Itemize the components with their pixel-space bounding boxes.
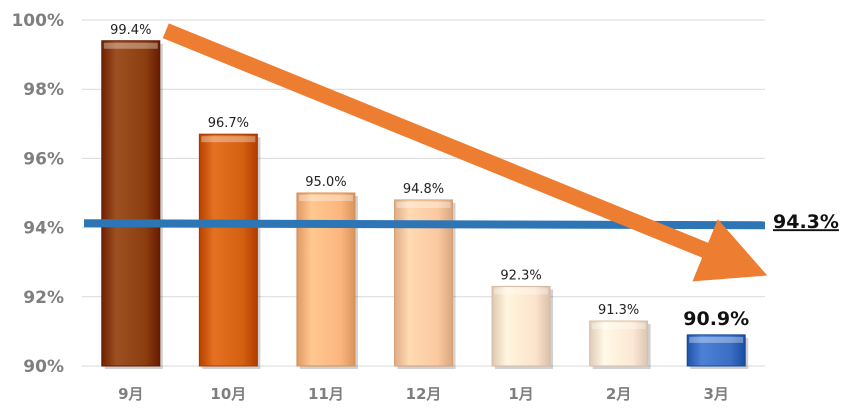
bar-highlight (396, 201, 451, 208)
data-label: 92.3% (500, 268, 541, 283)
data-label: 94.8% (403, 182, 444, 197)
bar (101, 40, 161, 367)
x-tick-label: 10月 (210, 385, 246, 403)
bar-highlight (494, 288, 549, 295)
y-tick-label: 94% (23, 219, 64, 239)
y-axis: 90% 92% 94% 96% 98% 100% (11, 11, 64, 377)
bars (101, 40, 749, 369)
trend-arrow-group (162, 23, 768, 282)
x-tick-label: 9月 (118, 385, 143, 403)
y-tick-label: 100% (11, 11, 64, 31)
x-tick-label: 3月 (703, 385, 728, 403)
reference-line-group: 94.3% (83, 211, 839, 233)
y-tick-label: 96% (23, 149, 64, 169)
y-tick-label: 90% (23, 357, 64, 377)
bar (589, 320, 649, 367)
data-label: 99.4% (110, 23, 151, 38)
data-label: 90.9% (683, 308, 749, 330)
y-tick-label: 98% (23, 80, 64, 100)
y-tick-label: 92% (23, 288, 64, 308)
bar-highlight (201, 136, 256, 143)
bar-highlight (298, 195, 353, 201)
bar (198, 133, 258, 367)
data-label: 96.7% (208, 116, 249, 131)
data-labels: 99.4% 96.7% 95.0% 94.8% 92.3% 91.3% 90.9% (110, 23, 749, 330)
data-label: 95.0% (305, 175, 346, 190)
x-tick-label: 12月 (406, 385, 442, 403)
x-tick-label: 11月 (308, 385, 344, 403)
reference-line-label: 94.3% (773, 211, 839, 233)
bar (686, 334, 746, 367)
x-axis: 9月 10月 11月 12月 1月 2月 3月 (118, 385, 729, 403)
x-tick-label: 2月 (606, 385, 631, 403)
data-label: 91.3% (598, 303, 639, 318)
bar (296, 192, 356, 367)
bar (491, 285, 551, 367)
bar-highlight (689, 336, 744, 343)
bar-highlight (103, 42, 158, 49)
x-tick-label: 1月 (508, 385, 533, 403)
bar-highlight (591, 323, 646, 330)
trend-arrow (162, 23, 768, 282)
